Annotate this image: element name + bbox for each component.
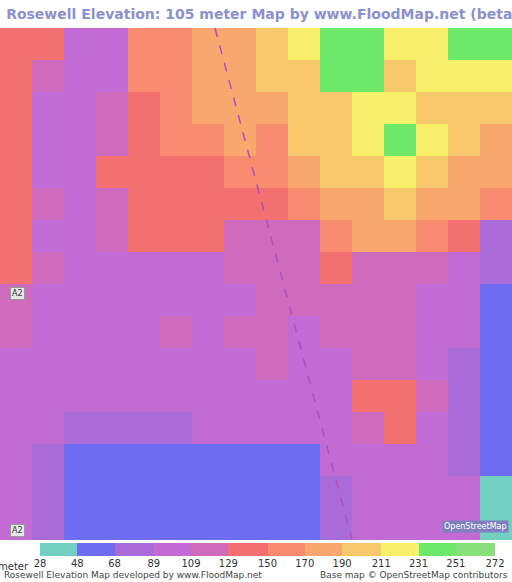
svg-text:68: 68 [108, 558, 121, 569]
svg-text:170: 170 [295, 558, 314, 569]
svg-text:251: 251 [446, 558, 465, 569]
svg-text:A2: A2 [12, 526, 23, 535]
svg-text:109: 109 [182, 558, 201, 569]
svg-text:meter: meter [0, 561, 29, 572]
svg-text:190: 190 [333, 558, 352, 569]
svg-text:231: 231 [409, 558, 428, 569]
svg-text:272: 272 [485, 558, 504, 569]
svg-text:OpenStreetMap: OpenStreetMap [444, 522, 507, 531]
svg-text:Rosewell Elevation Map develop: Rosewell Elevation Map developed by www.… [4, 570, 262, 580]
svg-text:150: 150 [258, 558, 277, 569]
svg-text:28: 28 [34, 558, 47, 569]
svg-text:211: 211 [372, 558, 391, 569]
svg-text:89: 89 [147, 558, 160, 569]
svg-text:48: 48 [71, 558, 84, 569]
svg-text:129: 129 [219, 558, 238, 569]
svg-text:A2: A2 [12, 289, 23, 298]
svg-text:Rosewell Elevation: 105 meter: Rosewell Elevation: 105 meter Map by www… [6, 6, 512, 22]
svg-text:Base map © OpenStreetMap contr: Base map © OpenStreetMap contributors [320, 570, 508, 580]
